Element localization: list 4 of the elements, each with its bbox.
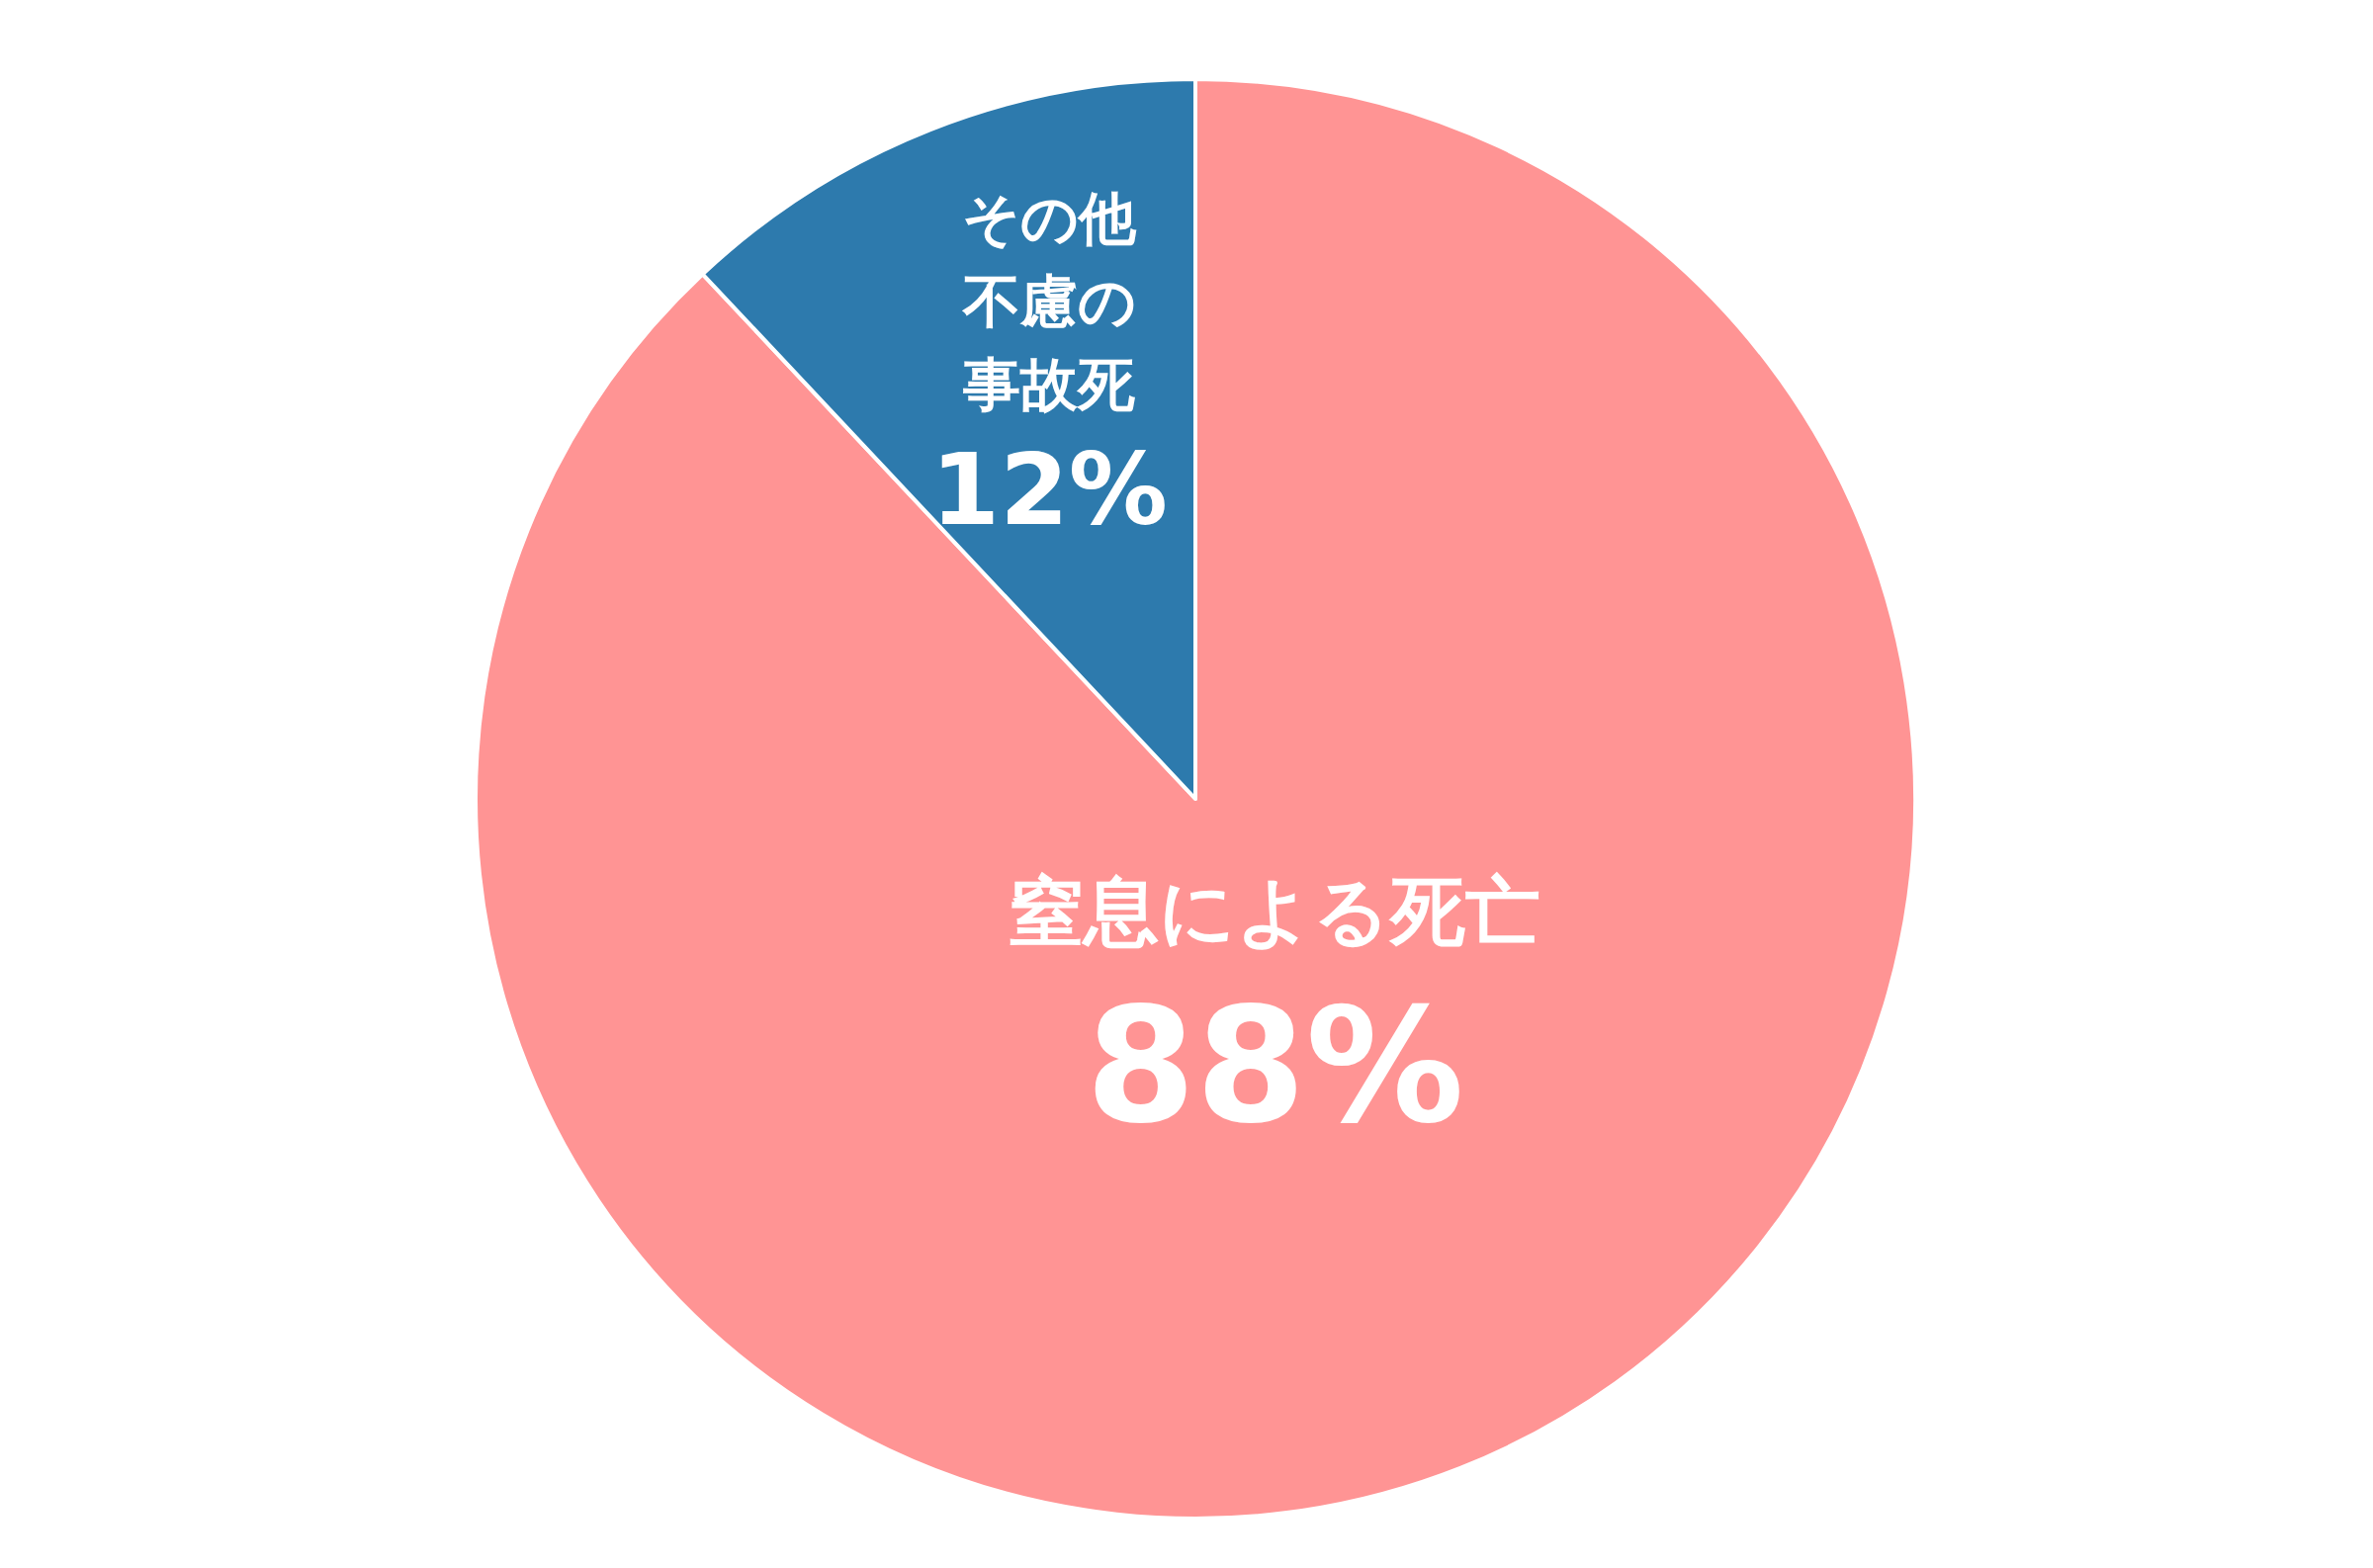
slice-label: その他不慮の事故死: [960, 184, 1138, 418]
slice-label: 窒息による死亡: [1009, 866, 1541, 955]
data-label: 12%: [930, 431, 1168, 548]
data-label: 88%: [1085, 974, 1464, 1160]
